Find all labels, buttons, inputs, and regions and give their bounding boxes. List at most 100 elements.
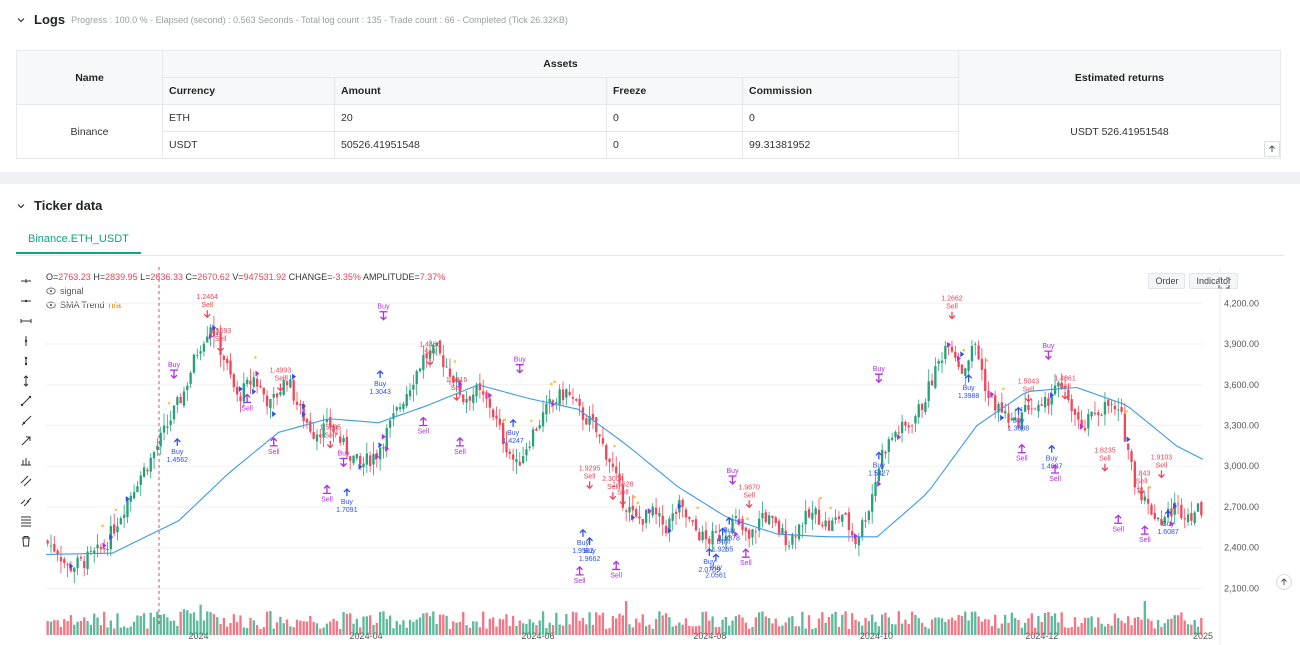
volume-bar <box>664 613 668 635</box>
volume-bar <box>501 619 505 635</box>
volume-bar <box>701 612 704 635</box>
candle-body <box>535 428 538 431</box>
candle-body <box>392 413 395 420</box>
x-tick-label: 2024-12 <box>1025 631 1058 641</box>
candle-body <box>132 492 136 499</box>
crosshair-icon[interactable] <box>14 271 38 291</box>
order-button[interactable]: Order <box>1148 273 1186 289</box>
trend-line-icon[interactable] <box>14 391 38 411</box>
candle-body <box>275 393 279 398</box>
signal-marker <box>897 434 902 441</box>
candle-body <box>851 531 854 536</box>
volume-bar <box>890 624 894 635</box>
tab-eth-usdt[interactable]: Binance.ETH_USDT <box>16 226 141 254</box>
trash-icon[interactable] <box>14 531 38 551</box>
candle-body <box>332 425 335 433</box>
candle-body <box>817 509 821 525</box>
text-note-icon[interactable] <box>14 511 38 531</box>
x-tick-label: 2024-06 <box>521 631 554 641</box>
candle-body <box>1130 451 1133 462</box>
trade-annotations: 1.2464Sell1.5693SellBuyBuy1.4562Sell1.49… <box>69 294 1179 585</box>
parallel-channel-icon[interactable] <box>14 471 38 491</box>
candle-body <box>960 364 964 374</box>
volume-bar <box>139 616 142 635</box>
price-range-icon[interactable] <box>14 371 38 391</box>
volume-bar <box>1004 614 1007 635</box>
volume-bar <box>378 611 382 635</box>
candle-body <box>1120 407 1123 412</box>
candle-body <box>103 548 106 550</box>
chevron-down-icon[interactable] <box>16 201 26 211</box>
candle-body <box>236 387 239 395</box>
buy-value-label: 1.4627 <box>1041 464 1063 471</box>
volume-bar <box>488 618 492 635</box>
volume-bar <box>1050 616 1053 635</box>
arrow-line-icon[interactable] <box>14 431 38 451</box>
sell-signal-label: Sell <box>610 572 622 579</box>
volume-bar <box>644 626 648 635</box>
volume-bar <box>332 618 335 635</box>
signal-dot <box>1148 485 1152 489</box>
signal-dot <box>1125 409 1128 413</box>
cell-amount: 20 <box>334 104 607 132</box>
candle-body <box>920 403 924 411</box>
sell-signal-label: Sell <box>1112 526 1124 533</box>
signal-dot <box>696 506 699 509</box>
candle-body <box>422 355 425 371</box>
candle-body <box>1060 382 1063 388</box>
candle-body <box>797 524 801 540</box>
candle-body <box>1040 404 1043 406</box>
candle-body <box>1097 412 1100 416</box>
scroll-top-button[interactable] <box>1264 141 1280 157</box>
chart-area[interactable]: O=2763.23 H=2839.95 L=2636.33 C=2670.62 … <box>14 267 1286 645</box>
candle-body <box>445 366 448 368</box>
chevron-down-icon[interactable] <box>16 15 26 25</box>
logs-header[interactable]: Logs Progress : 100.0 % - Elapsed (secon… <box>16 12 568 27</box>
legend-signal[interactable]: signal <box>46 286 84 296</box>
volume-bar <box>615 618 618 635</box>
sell-arrow-icon <box>203 310 211 319</box>
buy-value-label: 2.0709 <box>699 567 721 574</box>
legend-sma[interactable]: SMA Trend n/a <box>46 300 121 310</box>
horizontal-line-icon[interactable] <box>14 291 38 311</box>
volume-bar <box>877 626 881 635</box>
buy-arrow-icon <box>579 528 587 537</box>
sell-value-label: 1.5693 <box>210 328 232 335</box>
horizontal-ray-icon[interactable] <box>14 311 38 331</box>
label-v: V= <box>232 272 244 282</box>
vertical-line-icon[interactable] <box>14 331 38 351</box>
price-chart[interactable]: 4,200.00 3,900.00 3,600.00 3,300.00 3,000.00… <box>38 267 1286 645</box>
scroll-top-button[interactable] <box>1276 574 1292 590</box>
ticker-header[interactable]: Ticker data <box>16 198 102 213</box>
volume-bar <box>1170 618 1173 635</box>
volume-bar <box>748 628 751 635</box>
candle-body <box>624 510 628 512</box>
fibonacci-icon[interactable] <box>14 491 38 511</box>
column-header: Amount <box>334 77 607 105</box>
volume-bar <box>608 628 611 635</box>
price-line-icon[interactable] <box>14 451 38 471</box>
volume-bar <box>505 614 508 635</box>
ohlc-readout: O=2763.23 H=2839.95 L=2636.33 C=2670.62 … <box>46 272 445 282</box>
volume-bar <box>930 619 934 635</box>
candle-body <box>515 459 518 463</box>
candle-body <box>129 495 132 502</box>
signal-arrow-icon <box>1017 443 1026 454</box>
candle-body <box>262 387 265 395</box>
volume-bar <box>46 621 49 635</box>
volume-bar <box>1070 627 1073 635</box>
candle-body <box>867 511 871 521</box>
ray-line-icon[interactable] <box>14 411 38 431</box>
candle-body <box>1093 412 1097 414</box>
vertical-segment-icon[interactable] <box>14 351 38 371</box>
eye-icon[interactable] <box>46 301 56 309</box>
candle-body <box>159 432 162 447</box>
candle-body <box>1087 414 1090 429</box>
volume-bar <box>827 616 831 635</box>
indicator-button[interactable]: Indicator <box>1189 273 1238 289</box>
eye-icon[interactable] <box>46 287 56 295</box>
sell-value-label: 1.9295 <box>579 465 601 472</box>
volume-bar <box>89 624 93 635</box>
fullscreen-icon[interactable] <box>1218 277 1230 289</box>
volume-bar <box>355 618 359 635</box>
